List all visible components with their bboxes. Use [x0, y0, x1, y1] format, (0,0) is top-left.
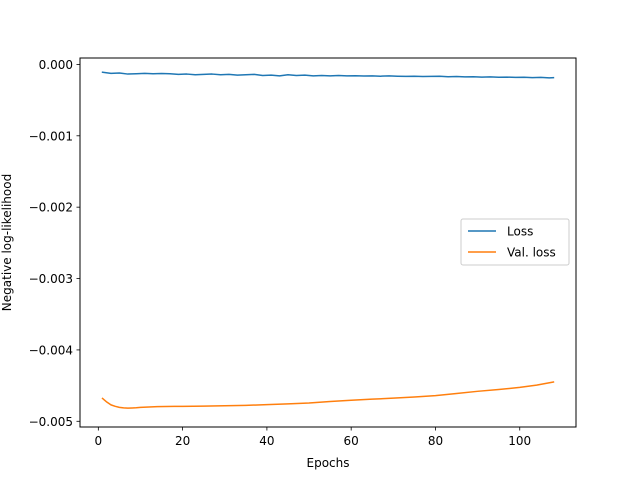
plot-frame: [79, 57, 577, 428]
x-tick-label: 0: [95, 434, 103, 448]
x-tick-label: 60: [344, 434, 359, 448]
legend-label-loss: Loss: [507, 225, 533, 239]
y-tick-label: −0.003: [29, 272, 73, 286]
y-tick-label: −0.001: [29, 129, 73, 143]
y-tick-label: 0.000: [39, 58, 73, 72]
series-layer: [101, 71, 555, 409]
legend: Loss Val. loss: [460, 218, 570, 266]
x-tick-label: 40: [259, 434, 274, 448]
x-axis: 0 20 40 60 80 100: [95, 427, 531, 448]
y-tick-label: −0.004: [29, 343, 73, 357]
x-tick-label: 20: [175, 434, 190, 448]
y-tick-label: −0.002: [29, 201, 73, 215]
x-axis-label: Epochs: [307, 456, 350, 470]
legend-label-val-loss: Val. loss: [507, 246, 556, 260]
series-line-val-loss: [101, 381, 555, 409]
series-line-loss: [101, 71, 555, 79]
y-tick-label: −0.005: [29, 415, 73, 429]
x-tick-label: 80: [428, 434, 443, 448]
x-tick-label: 100: [508, 434, 531, 448]
y-axis-label: Negative log-likelihood: [0, 174, 14, 311]
y-axis: 0.000 −0.001 −0.002 −0.003 −0.004 −0.005: [29, 58, 80, 429]
